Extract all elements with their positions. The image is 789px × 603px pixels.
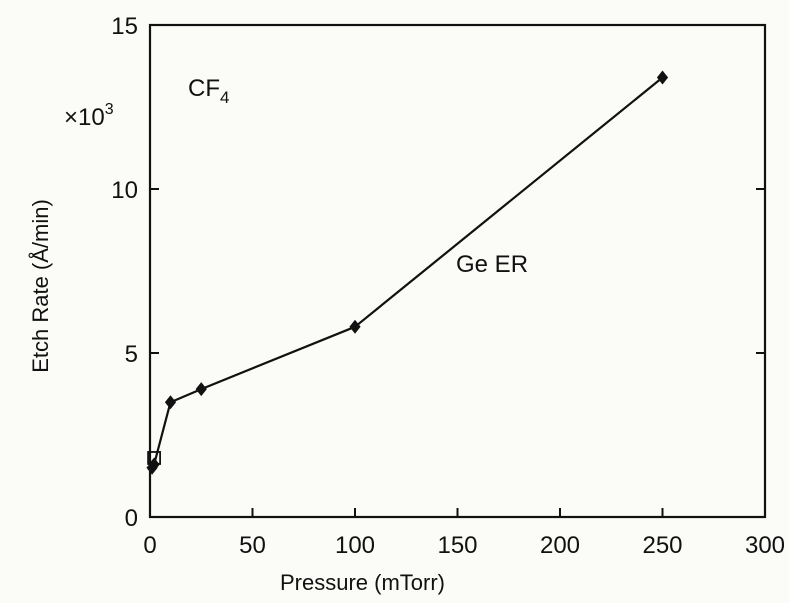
x-tick-label: 200 — [540, 532, 580, 559]
gas-formula-subscript: 4 — [220, 88, 229, 107]
x-tick-label: 0 — [143, 532, 156, 559]
y-tick-label: 15 — [111, 13, 138, 40]
data-point-open-square — [147, 451, 162, 465]
series-line-layer — [151, 76, 664, 469]
x-tick-label: 100 — [335, 532, 375, 559]
x-tick-label: 250 — [642, 532, 682, 559]
data-point-diamond — [195, 382, 207, 397]
series-line-ge-er — [151, 76, 664, 469]
data-point-diamond — [656, 70, 669, 85]
x-axis-label: Pressure (mTorr) — [280, 570, 445, 595]
x-tick-label: 150 — [437, 532, 477, 559]
series-label-ge-er: Ge ER — [456, 251, 528, 278]
x-tick-label: 50 — [239, 532, 266, 559]
y-tick-label: 0 — [125, 505, 138, 532]
x-tick-label: 300 — [745, 532, 785, 559]
y-tick-label: 5 — [125, 341, 138, 368]
gas-formula: CF — [188, 75, 220, 102]
marker-layer — [146, 70, 669, 475]
data-point-diamond — [349, 319, 361, 334]
y-tick-label: 10 — [111, 177, 138, 204]
data-point-diamond — [164, 395, 177, 410]
gas-annotation: CF4 — [188, 75, 229, 107]
ticks-layer: 0 50 100 150 200 250 300 0 5 10 15 — [111, 13, 785, 559]
y-axis-multiplier: ×103 — [64, 101, 114, 131]
y-axis-label: Etch Rate (Å/min) — [28, 199, 53, 373]
y-multiplier-exponent: 3 — [105, 101, 114, 118]
y-multiplier-base: ×10 — [64, 104, 105, 131]
